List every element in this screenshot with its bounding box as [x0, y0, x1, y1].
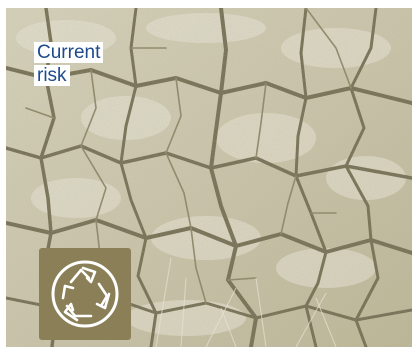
label-line-2: risk [34, 65, 70, 86]
current-risk-label: Current risk [34, 41, 114, 87]
recycle-badge [39, 248, 131, 340]
label-line-1: Current [34, 42, 104, 63]
recycle-globe-icon [51, 260, 119, 328]
